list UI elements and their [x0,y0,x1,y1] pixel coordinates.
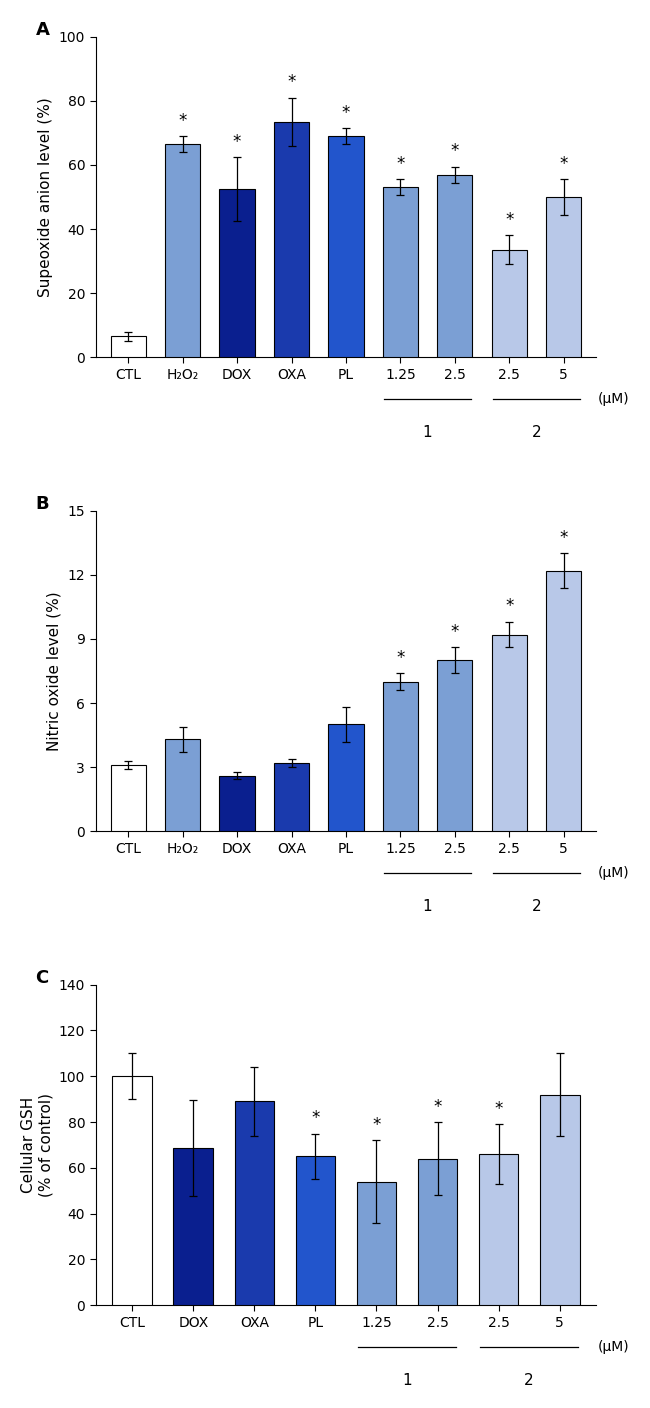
Text: *: * [396,155,404,173]
Bar [546,197,581,358]
Bar [165,144,200,358]
Text: 1: 1 [402,1373,412,1387]
Text: *: * [179,111,187,130]
Text: *: * [450,142,459,161]
Text: *: * [342,104,350,121]
Bar [357,1181,396,1305]
Bar [491,249,527,358]
Text: *: * [434,1098,442,1115]
Bar [165,739,200,831]
Bar [479,1155,519,1305]
Text: 1: 1 [422,425,432,439]
Bar [383,187,418,358]
Text: *: * [372,1117,381,1133]
Text: *: * [450,624,459,641]
Text: *: * [233,132,241,151]
Bar [383,681,418,831]
Text: (μM): (μM) [597,391,629,406]
Bar [274,763,309,831]
Bar [274,121,309,358]
Bar [418,1159,458,1305]
Text: (μM): (μM) [597,1340,629,1354]
Text: *: * [505,597,514,615]
Text: *: * [396,649,404,667]
Bar [437,660,473,831]
Y-axis label: Cellular GSH
(% of control): Cellular GSH (% of control) [21,1093,53,1197]
Bar [111,337,146,358]
Bar [111,765,146,831]
Bar [328,724,363,831]
Text: *: * [505,211,514,230]
Bar [546,570,581,831]
Bar [220,189,255,358]
Bar [296,1156,335,1305]
Text: *: * [311,1110,320,1126]
Text: A: A [36,21,49,39]
Text: (μM): (μM) [597,866,629,880]
Text: *: * [495,1100,503,1118]
Bar [540,1094,580,1305]
Bar [174,1149,213,1305]
Y-axis label: Nitric oxide level (%): Nitric oxide level (%) [47,591,62,750]
Text: 2: 2 [525,1373,534,1387]
Text: *: * [560,155,568,173]
Bar [328,137,363,358]
Bar [491,635,527,831]
Y-axis label: Supeoxide anion level (%): Supeoxide anion level (%) [38,97,53,297]
Text: *: * [287,73,296,92]
Bar [437,175,473,358]
Text: C: C [36,969,49,987]
Text: 1: 1 [422,898,432,914]
Text: 2: 2 [532,898,541,914]
Bar [220,776,255,831]
Text: 2: 2 [532,425,541,439]
Bar [235,1101,274,1305]
Bar [112,1076,152,1305]
Text: B: B [36,494,49,513]
Text: *: * [560,529,568,548]
